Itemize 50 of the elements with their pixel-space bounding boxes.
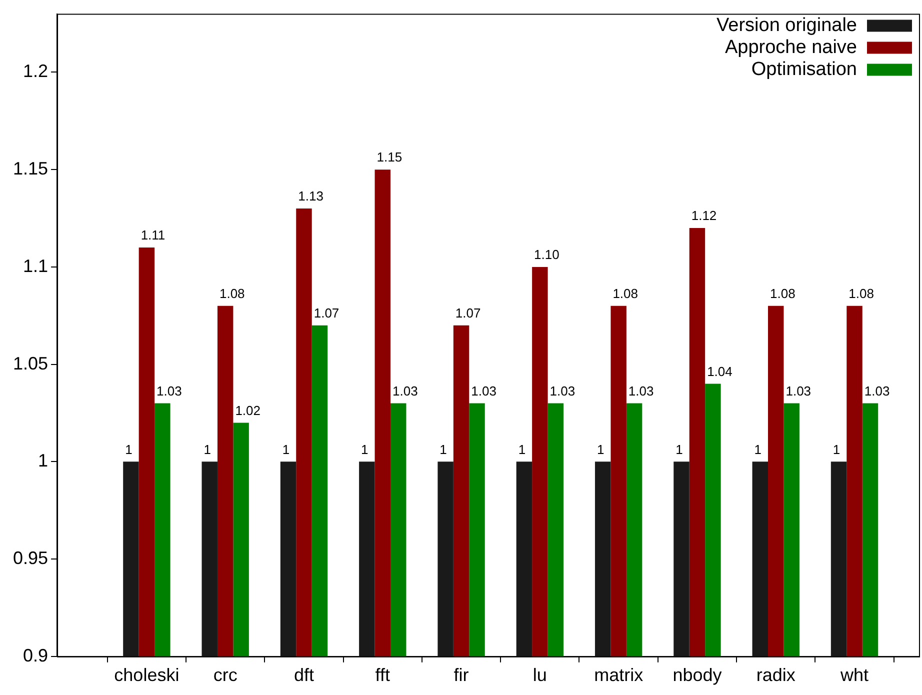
data-label: 1.08: [219, 286, 245, 301]
x-tick-label: fft: [375, 665, 390, 686]
data-label: 1.03: [156, 383, 182, 398]
x-tick-label: radix: [756, 665, 796, 686]
data-label: 1.04: [707, 364, 732, 379]
data-label: 1: [596, 442, 604, 457]
data-label: 1.15: [376, 150, 402, 165]
data-label: 1: [518, 442, 526, 457]
x-tick-label: matrix: [594, 665, 644, 686]
data-label: 1: [361, 442, 368, 457]
y-tick-label: 1.05: [12, 353, 48, 374]
data-label: 1.07: [455, 305, 481, 320]
x-tick-label: lu: [532, 665, 547, 686]
y-tick-label: 0.95: [12, 548, 48, 568]
legend-label: Optimisation: [751, 59, 857, 80]
data-label: 1: [754, 442, 762, 457]
y-tick-label: 1.1: [23, 256, 48, 276]
data-label: 1: [282, 442, 290, 457]
data-label: 1.08: [612, 286, 638, 301]
data-label: 1.08: [770, 286, 796, 301]
x-tick-label: dft: [294, 665, 314, 686]
data-label: 1.03: [392, 383, 418, 398]
data-label: 1.11: [140, 228, 166, 243]
x-tick-label: fir: [454, 665, 469, 686]
x-tick-label: choleski: [114, 665, 180, 686]
y-tick-label: 1.2: [23, 61, 48, 82]
legend-label: Version originale: [716, 15, 857, 36]
data-label: 1.02: [235, 402, 261, 418]
y-tick-label: 1: [38, 450, 48, 471]
data-label: 1: [204, 442, 211, 457]
data-label: 1.03: [471, 383, 496, 398]
data-label: 1.03: [628, 383, 654, 398]
data-label: 1.03: [786, 383, 812, 398]
y-tick-label: 1.15: [12, 158, 48, 179]
data-label: 1.03: [550, 383, 576, 398]
data-label: 1: [676, 442, 683, 457]
data-label: 1: [440, 442, 447, 457]
data-label: 1.03: [864, 383, 890, 398]
data-label: 1.13: [298, 188, 324, 204]
data-label: 1.10: [534, 247, 560, 262]
x-tick-label: nbody: [672, 665, 722, 686]
data-label: 1.07: [314, 305, 340, 320]
data-label: 1: [832, 442, 840, 457]
data-label: 1.08: [848, 286, 874, 301]
data-label: 1.12: [691, 208, 717, 224]
x-tick-label: wht: [840, 665, 869, 686]
y-tick-label: 0.9: [23, 645, 48, 666]
x-tick-label: crc: [213, 665, 238, 686]
legend-label: Approche naive: [724, 37, 857, 58]
data-label: 1: [125, 442, 132, 457]
